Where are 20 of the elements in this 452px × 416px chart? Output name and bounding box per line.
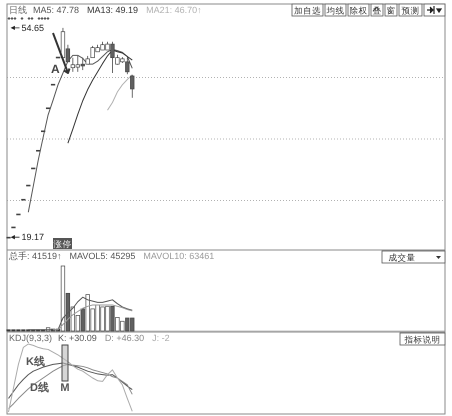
button: 加自选 (292, 4, 324, 16)
legend: K: +30.09 D: +46.30 J: -2 (58, 333, 170, 343)
button: 窗 (384, 4, 398, 16)
annotation: K线 (26, 355, 45, 368)
y-tick-label: 54.65 (22, 22, 44, 33)
chart-title: 日线 (9, 5, 27, 15)
annotation: M (60, 382, 70, 394)
y-tick-label: 19.17 (22, 232, 44, 242)
button: 均线 (324, 4, 346, 16)
chart-title: KDJ(9,3,3) (9, 333, 52, 343)
button: 指标说明 (400, 332, 446, 346)
button: 成交量 (382, 250, 446, 264)
button: 除权 (348, 4, 370, 16)
annotation: D线 (30, 381, 49, 394)
tag: 涨停 (53, 238, 72, 249)
annotation: A (51, 62, 60, 76)
button: 叠 (370, 4, 384, 16)
legend: MA5: 47.78 MA13: 49.19 MA21: 46.70↑ (33, 5, 202, 15)
legend: 总手: 41519↑ MAVOL5: 45295 MAVOL10: 63461 (9, 251, 214, 261)
button: 预测 (398, 4, 422, 16)
